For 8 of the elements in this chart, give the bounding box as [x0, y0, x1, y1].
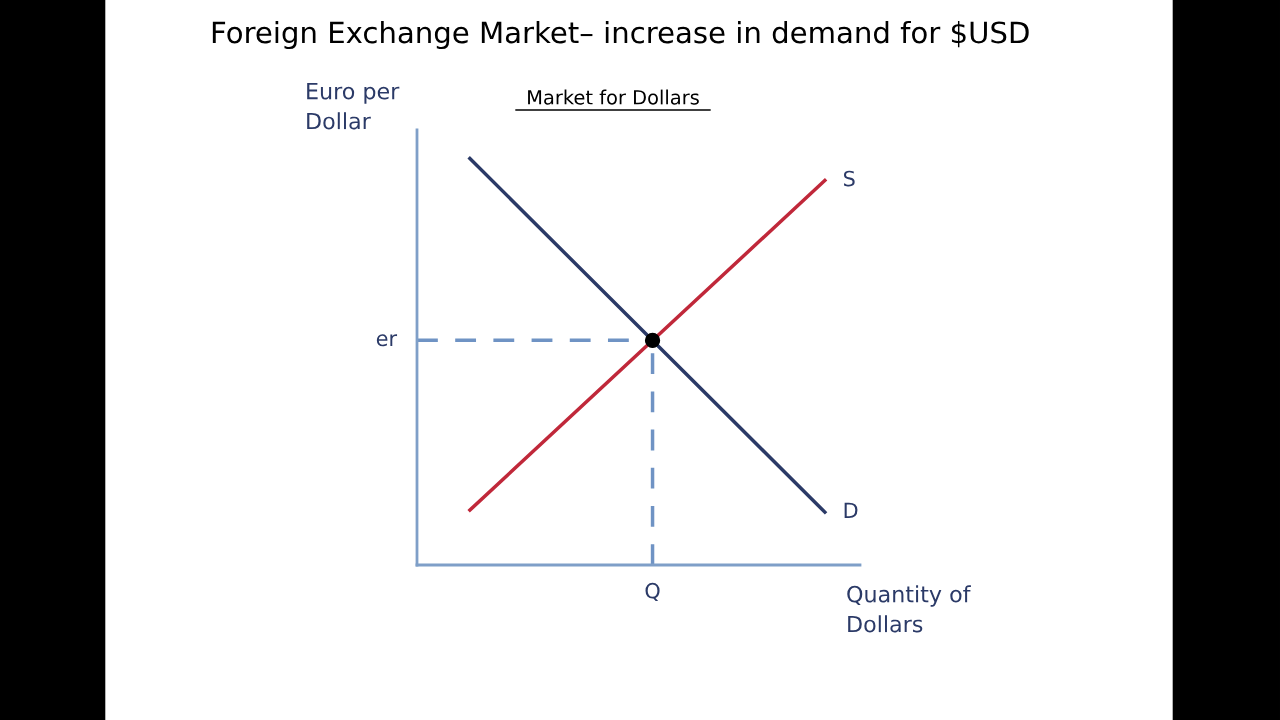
text: Q: [645, 582, 660, 601]
chart-subtitle: Market for Dollars: [528, 89, 699, 105]
series-label: S: [843, 170, 855, 187]
y-axis-title: Euro per Dollar: [307, 82, 400, 130]
series-label: D: [844, 502, 858, 518]
chart-title: Foreign Exchange Market– increase in demand for $USD: [212, 20, 1029, 50]
ref-line-label: er: [376, 334, 398, 347]
x-axis-title: Quantity of Dollars: [847, 585, 971, 633]
